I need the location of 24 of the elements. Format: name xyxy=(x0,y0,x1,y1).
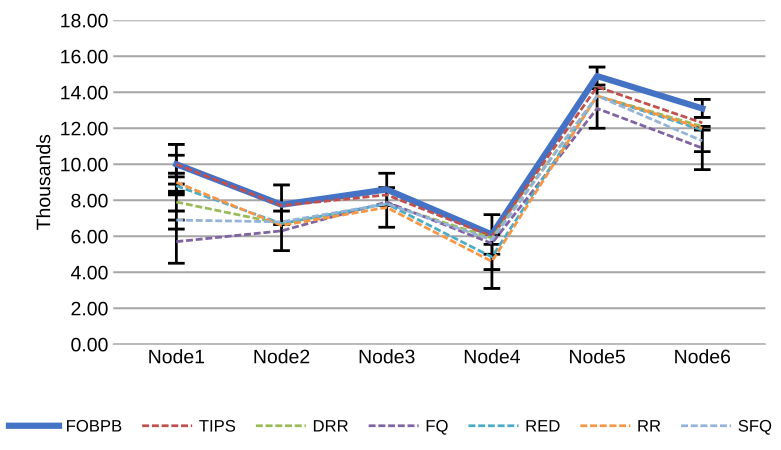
y-tick-label: 8.00 xyxy=(71,194,108,208)
x-tick-label: Node2 xyxy=(254,349,310,364)
y-tick-label: 10.00 xyxy=(61,158,108,172)
legend-label: DRR xyxy=(314,420,348,432)
y-tick-label: 14.00 xyxy=(61,86,108,100)
y-tick-label: 16.00 xyxy=(61,50,108,64)
x-tick-label: Node3 xyxy=(360,349,415,364)
y-tick-label: 2.00 xyxy=(72,302,108,316)
y-tick-label: 6.00 xyxy=(72,230,108,244)
x-tick-label: Node4 xyxy=(464,349,520,364)
y-tick-label: 0.00 xyxy=(71,338,108,352)
x-tick-label: Node5 xyxy=(570,349,625,364)
legend-label: FQ xyxy=(426,420,448,435)
y-tick-label: 18.00 xyxy=(61,14,108,28)
x-tick-label: Node1 xyxy=(149,349,204,364)
legend-label: FOBPB xyxy=(67,420,122,432)
legend-label: RR xyxy=(638,420,660,432)
legend-label: RED xyxy=(526,420,560,432)
x-tick-label: Node6 xyxy=(675,349,730,364)
y-axis-title: Thousands xyxy=(36,134,50,230)
legend-label: TIPS xyxy=(199,420,236,432)
y-tick-label: 4.00 xyxy=(70,266,108,280)
y-tick-label: 12.00 xyxy=(61,122,108,136)
legend-label: SFQ xyxy=(738,420,772,435)
